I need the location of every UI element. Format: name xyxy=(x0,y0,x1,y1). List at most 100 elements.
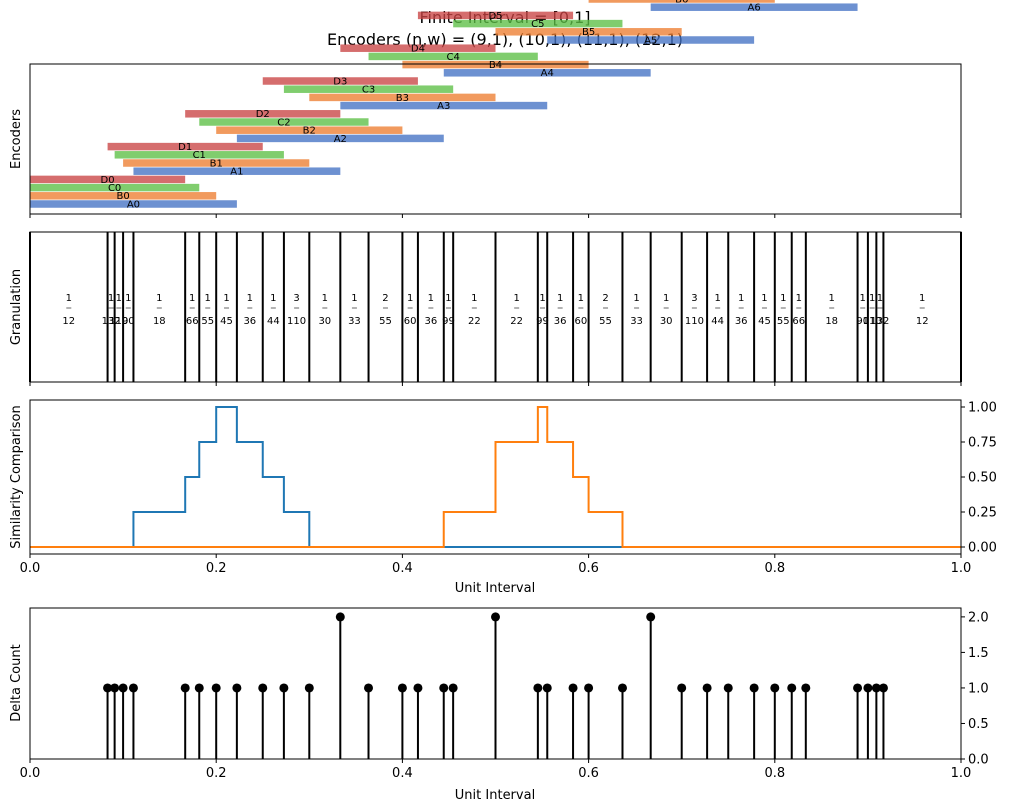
delta-point xyxy=(491,612,500,622)
encoder-bar-label: B3 xyxy=(396,93,409,104)
encoder-bar-A3 xyxy=(340,101,548,110)
delta-stems xyxy=(103,612,888,759)
encoder-bar-label: B4 xyxy=(489,60,502,71)
granule-width-denominator: 44 xyxy=(711,316,724,327)
delta-axes: 0.0 0.2 0.4 0.6 0.8 1.00.00.51.01.52.0 xyxy=(20,610,989,781)
granule-width-numerator: 1 xyxy=(116,293,122,304)
granule-width-denominator: 90 xyxy=(122,316,135,327)
granule-width-numerator: 1 xyxy=(714,293,720,304)
encoder-bar-label: B5 xyxy=(582,27,595,38)
granule-width-denominator: 55 xyxy=(599,316,612,327)
granule-width-denominator: 44 xyxy=(267,316,280,327)
granulation-cells: 1121132111019011816615514513614431101301… xyxy=(29,232,962,382)
x-tick-label: 0.6 xyxy=(578,561,599,576)
encoder-bar-label: C1 xyxy=(193,150,206,161)
y-tick-label: 0.5 xyxy=(968,717,989,732)
granule-width-numerator: 1 xyxy=(539,293,545,304)
delta-point xyxy=(646,612,656,622)
granule-width-numerator: 1 xyxy=(761,293,767,304)
encoder-bar-C5 xyxy=(453,19,623,28)
delta-point xyxy=(364,683,374,693)
delta-point xyxy=(110,683,120,693)
granule-width-numerator: 1 xyxy=(322,293,328,304)
granule-width-numerator: 1 xyxy=(428,293,434,304)
delta-y-label: Delta Count xyxy=(9,644,24,721)
delta-point xyxy=(128,683,138,693)
x-tick-label: 0.8 xyxy=(764,561,785,576)
delta-point xyxy=(118,683,128,693)
granule-width-numerator: 3 xyxy=(691,293,697,304)
granule-width-numerator: 1 xyxy=(407,293,413,304)
delta-point xyxy=(180,683,190,693)
granulation-x-ticks xyxy=(29,382,962,386)
similarity-y-label: Similarity Comparison xyxy=(9,405,24,548)
granule-width-denominator: 90 xyxy=(856,316,869,327)
x-tick-label: 0.6 xyxy=(578,766,599,781)
encoder-bar-D0 xyxy=(30,175,186,184)
y-tick-label: 2.0 xyxy=(968,610,989,625)
granule-width-numerator: 1 xyxy=(557,293,563,304)
granule-width-denominator: 18 xyxy=(825,316,838,327)
granule-width-denominator: 18 xyxy=(153,316,166,327)
granule-width-numerator: 1 xyxy=(351,293,357,304)
encoder-bar-B6 xyxy=(588,0,775,3)
granule-width-denominator: 22 xyxy=(510,316,523,327)
delta-point xyxy=(863,683,873,693)
encoder-bar-A6 xyxy=(650,3,858,11)
granule-width-numerator: 1 xyxy=(780,293,786,304)
delta-point xyxy=(853,683,863,693)
granule-width-numerator: 1 xyxy=(270,293,276,304)
delta-point xyxy=(211,683,221,693)
encoder-bar-label: A3 xyxy=(437,101,450,112)
granule-width-denominator: 33 xyxy=(630,316,643,327)
y-tick-label: 0.25 xyxy=(968,506,997,521)
x-tick-label: 0.8 xyxy=(764,766,785,781)
delta-point xyxy=(448,683,458,693)
delta-point xyxy=(770,683,780,693)
encoder-bar-C4 xyxy=(368,52,538,61)
similarity-lines xyxy=(30,406,961,548)
granule-width-numerator: 1 xyxy=(633,293,639,304)
granule-width-denominator: 36 xyxy=(735,316,748,327)
delta-point xyxy=(677,683,687,693)
y-tick-label: 0.50 xyxy=(968,471,997,486)
granule-width-numerator: 1 xyxy=(738,293,744,304)
encoder-bar-A4 xyxy=(443,69,651,77)
granule-width-denominator: 36 xyxy=(243,316,256,327)
encoder-bar-A0 xyxy=(30,200,237,208)
encoder-bar-label: D5 xyxy=(488,11,502,22)
granule-width-denominator: 99 xyxy=(536,316,549,327)
encoder-bar-A5 xyxy=(547,36,755,44)
encoder-bar-label: A0 xyxy=(127,199,140,210)
encoder-bar-D5 xyxy=(417,11,574,20)
encoder-bar-B4 xyxy=(402,60,589,69)
encoder-bar-label: A2 xyxy=(334,134,347,145)
encoder-bar-B2 xyxy=(216,126,403,134)
encoder-bar-B5 xyxy=(495,28,682,36)
granule-width-denominator: 110 xyxy=(863,316,882,327)
granule-width-numerator: 1 xyxy=(189,293,195,304)
granule-width-numerator: 1 xyxy=(860,293,866,304)
granule-width-denominator: 132 xyxy=(870,316,889,327)
x-tick-label: 1.0 xyxy=(951,561,972,576)
delta-point xyxy=(413,683,423,693)
granulation-panel: 1121132111019011816615514513614431101301… xyxy=(9,231,962,386)
x-tick-label: 0.2 xyxy=(206,561,227,576)
granule-width-numerator: 1 xyxy=(829,293,835,304)
x-tick-label: 0.0 xyxy=(20,766,41,781)
encoder-bar-label: D1 xyxy=(178,142,192,153)
granule-width-numerator: 1 xyxy=(223,293,229,304)
granule-width-numerator: 1 xyxy=(877,293,883,304)
encoder-bar-label: D3 xyxy=(333,76,347,87)
granule-width-denominator: 66 xyxy=(792,316,805,327)
delta-point xyxy=(749,683,759,693)
delta-point xyxy=(103,683,113,693)
granule-width-denominator: 110 xyxy=(109,316,128,327)
similarity-axes: 0.0 0.2 0.4 0.6 0.8 1.0 0.00 0.25 0.50 0.75 1.00 xyxy=(20,401,997,577)
encoder-bar-A1 xyxy=(133,167,341,175)
encoder-bar-C0 xyxy=(30,183,200,192)
delta-point xyxy=(397,683,407,693)
